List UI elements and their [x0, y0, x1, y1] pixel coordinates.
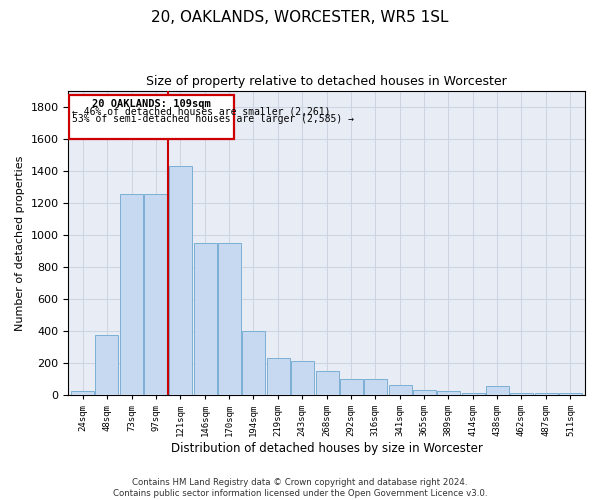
Text: 53% of semi-detached houses are larger (2,585) →: 53% of semi-detached houses are larger (…: [73, 114, 355, 124]
Bar: [266, 358, 290, 395]
X-axis label: Distribution of detached houses by size in Worcester: Distribution of detached houses by size …: [171, 442, 482, 455]
Text: 20, OAKLANDS, WORCESTER, WR5 1SL: 20, OAKLANDS, WORCESTER, WR5 1SL: [151, 10, 449, 25]
Bar: [121, 194, 143, 395]
Bar: [145, 194, 167, 395]
Bar: [340, 379, 363, 395]
FancyBboxPatch shape: [70, 96, 234, 140]
Bar: [486, 386, 509, 395]
Text: Contains HM Land Registry data © Crown copyright and database right 2024.
Contai: Contains HM Land Registry data © Crown c…: [113, 478, 487, 498]
Bar: [242, 331, 265, 395]
Bar: [71, 391, 94, 395]
Bar: [290, 362, 314, 395]
Bar: [535, 393, 558, 395]
Bar: [413, 390, 436, 395]
Bar: [559, 393, 582, 395]
Bar: [389, 384, 412, 395]
Bar: [437, 391, 460, 395]
Text: ← 46% of detached houses are smaller (2,261): ← 46% of detached houses are smaller (2,…: [73, 107, 331, 117]
Text: 20 OAKLANDS: 109sqm: 20 OAKLANDS: 109sqm: [92, 99, 211, 109]
Bar: [169, 166, 191, 395]
Bar: [364, 379, 387, 395]
Bar: [316, 371, 339, 395]
Bar: [218, 243, 241, 395]
Bar: [194, 243, 217, 395]
Bar: [462, 393, 485, 395]
Bar: [95, 335, 118, 395]
Bar: [510, 393, 533, 395]
Y-axis label: Number of detached properties: Number of detached properties: [15, 155, 25, 330]
Title: Size of property relative to detached houses in Worcester: Size of property relative to detached ho…: [146, 75, 507, 88]
